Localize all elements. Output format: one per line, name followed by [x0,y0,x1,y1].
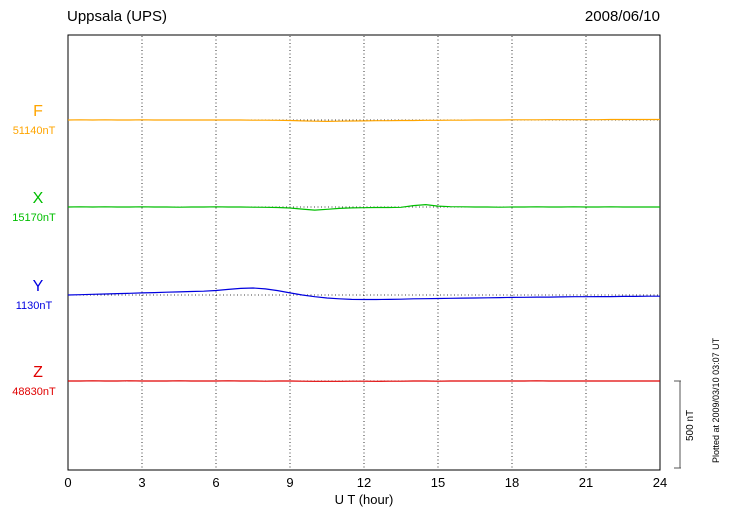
series-label-F: F [33,103,43,120]
x-tick-label-9: 9 [286,475,293,490]
trace-Y [67,287,660,301]
trace-X [67,203,660,211]
x-tick-label-24: 24 [653,475,667,490]
trace-Z [68,380,660,382]
series-label-Y: Y [32,278,44,295]
x-tick-label-15: 15 [431,475,445,490]
series-label-X: X [32,190,44,207]
series-baseline-X: 15170nT [12,212,56,224]
trace-F [67,118,660,123]
plotted-at-note: Plotted at 2009/03/10 03:07 UT [711,337,721,463]
plot-border [67,34,661,471]
x-tick-label-0: 0 [64,475,71,490]
series-baseline-Y: 1130nT [15,300,53,312]
x-tick-label-3: 3 [138,475,145,490]
series-baseline-F: 51140nT [12,125,56,137]
x-tick-label-21: 21 [579,475,593,490]
series-baseline-Z: 48830nT [12,386,56,398]
station-title: Uppsala (UPS) [67,8,168,25]
scale-bar-label: 500 nT [685,409,696,441]
plot-date: 2008/06/10 [584,8,660,25]
x-tick-label-18: 18 [505,475,519,490]
series-label-Z: Z [33,364,43,381]
x-axis-label: U T (hour) [334,492,394,507]
x-tick-label-12: 12 [357,475,371,490]
x-tick-label-6: 6 [212,475,219,490]
